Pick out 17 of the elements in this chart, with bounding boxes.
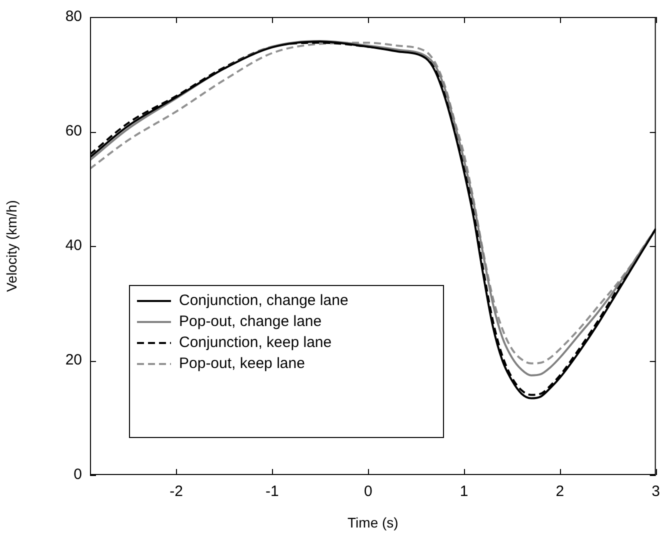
y-axis-title: Velocity (km/h) [3, 200, 20, 292]
legend-label: Conjunction, keep lane [179, 334, 332, 352]
x-tick-label: 2 [556, 483, 564, 500]
x-tick-label: 0 [364, 483, 372, 500]
x-tick-label: -1 [266, 483, 279, 500]
y-tick-label: 20 [65, 352, 82, 369]
legend-label: Pop-out, change lane [179, 313, 322, 330]
legend-label: Pop-out, keep lane [179, 355, 305, 372]
x-tick-label: 1 [460, 483, 468, 500]
y-tick-label: 80 [65, 8, 82, 26]
y-tick-label: 0 [74, 466, 82, 484]
legend-label: Conjunction, change lane [179, 292, 348, 310]
x-axis-title: Time (s) [348, 514, 398, 530]
y-tick-label: 40 [65, 237, 82, 254]
y-tick-label: 60 [65, 122, 82, 140]
x-tick-label: -2 [170, 483, 183, 500]
x-tick-label: 3 [652, 483, 660, 500]
